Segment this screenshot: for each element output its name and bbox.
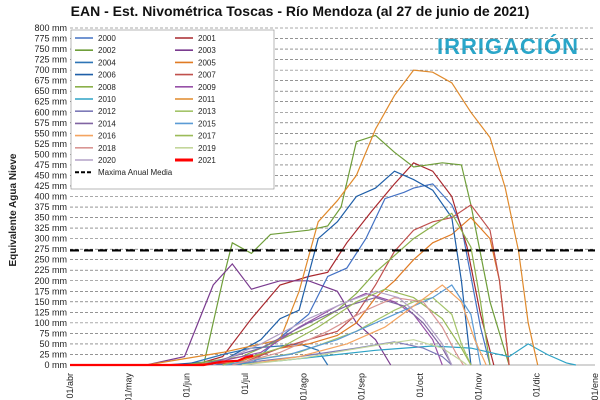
- legend-label: 2012: [98, 107, 116, 116]
- y-tick-label: 175 mm: [34, 286, 67, 296]
- legend-label: 2020: [98, 156, 116, 165]
- legend-label: 2007: [198, 71, 216, 80]
- y-tick-label: 200 mm: [34, 276, 67, 286]
- legend-label: 2006: [98, 71, 116, 80]
- series-line-2015: [222, 284, 482, 366]
- y-tick-label: 550 mm: [34, 128, 67, 138]
- legend: 2000 2001 2002 2003 2004 2005 2006 2007 2008 2009…: [70, 29, 275, 190]
- series-line-2002: [155, 134, 510, 366]
- series-line-2011: [146, 69, 539, 366]
- series-line-2003: [146, 262, 392, 366]
- y-tick-label: 400 mm: [34, 192, 67, 202]
- series-line-2004: [184, 343, 329, 366]
- y-tick-label: 475 mm: [34, 160, 67, 170]
- series-line-2014: [203, 296, 453, 366]
- legend-label: 2008: [98, 83, 116, 92]
- y-tick-label: 425 mm: [34, 181, 67, 191]
- x-tick-label: 01/nov: [473, 373, 483, 400]
- y-tick-label: 600 mm: [34, 107, 67, 117]
- legend-label: 2017: [198, 132, 216, 141]
- legend-label: Maxima Anual Media: [98, 168, 173, 177]
- x-tick-label: 01/jun: [182, 373, 192, 398]
- chart-title: EAN - Est. Nivométrica Toscas - Río Mend…: [71, 3, 530, 19]
- series-lines: [70, 69, 577, 367]
- y-tick-label: 700 mm: [34, 65, 67, 75]
- y-tick-label: 0 mm: [45, 360, 68, 370]
- series-line-2021: [70, 354, 254, 367]
- legend-label: 2016: [98, 132, 116, 141]
- series-line-2018: [232, 296, 464, 366]
- legend-label: 2002: [98, 46, 116, 55]
- x-tick-label: 01/ene: [590, 373, 600, 400]
- legend-label: 2010: [98, 95, 116, 104]
- series-line-2007: [174, 204, 510, 366]
- y-tick-label: 650 mm: [34, 86, 67, 96]
- y-tick-label: 275 mm: [34, 244, 67, 254]
- x-tick-label: 01/jul: [240, 373, 250, 395]
- y-tick-label: 625 mm: [34, 97, 67, 107]
- y-tick-label: 575 mm: [34, 118, 67, 128]
- series-line-2001: [108, 162, 495, 366]
- y-tick-label: 125 mm: [34, 307, 67, 317]
- y-tick-label: 325 mm: [34, 223, 67, 233]
- y-tick-label: 100 mm: [34, 318, 67, 328]
- series-line-2016: [241, 284, 487, 366]
- series-line-2005: [184, 216, 510, 366]
- y-tick-label: 75 mm: [39, 328, 67, 338]
- legend-label: 2015: [198, 119, 216, 128]
- x-axis-ticks: 01/abr 01/may 01/jun 01/jul 01/ago 01/sep 01/o…: [65, 373, 600, 400]
- legend-label: 2014: [98, 119, 116, 128]
- y-tick-label: 500 mm: [34, 149, 67, 159]
- x-tick-label: 01/oct: [415, 373, 425, 398]
- x-tick-label: 01/dic: [532, 373, 542, 398]
- y-tick-label: 375 mm: [34, 202, 67, 212]
- y-tick-label: 725 mm: [34, 55, 67, 65]
- legend-label: 2004: [98, 58, 116, 67]
- grid-lines: [70, 27, 595, 366]
- legend-label: 2013: [198, 107, 216, 116]
- y-tick-label: 800 mm: [34, 23, 67, 33]
- y-tick-label: 25 mm: [39, 349, 67, 359]
- y-tick-label: 675 mm: [34, 76, 67, 86]
- legend-label: 2009: [198, 83, 216, 92]
- legend-box: [70, 29, 275, 190]
- y-tick-label: 225 mm: [34, 265, 67, 275]
- series-line-2006: [165, 170, 472, 366]
- x-tick-label: 01/abr: [65, 373, 75, 399]
- legend-label: 2011: [198, 95, 216, 104]
- legend-label: 2021: [198, 156, 216, 165]
- y-tick-label: 250 mm: [34, 255, 67, 265]
- legend-label: 2018: [98, 144, 116, 153]
- series-line-2008: [184, 212, 491, 366]
- y-tick-label: 750 mm: [34, 44, 67, 54]
- legend-label: 2003: [198, 46, 216, 55]
- legend-label: 2000: [98, 34, 116, 43]
- series-line-2017: [222, 288, 472, 366]
- y-tick-label: 525 mm: [34, 139, 67, 149]
- y-tick-label: 150 mm: [34, 297, 67, 307]
- legend-label: 2001: [198, 34, 216, 43]
- legend-label: 2019: [198, 144, 216, 153]
- x-tick-label: 01/ago: [298, 373, 308, 400]
- irrigacion-logo: IRRIGACIÓN: [437, 34, 579, 59]
- series-line-2009: [203, 292, 443, 366]
- y-tick-label: 450 mm: [34, 170, 67, 180]
- legend-label: 2005: [198, 58, 216, 67]
- y-tick-label: 50 mm: [39, 339, 67, 349]
- y-tick-label: 300 mm: [34, 234, 67, 244]
- y-axis-label: Equivalente Agua Nieve: [8, 153, 19, 266]
- y-tick-label: 350 mm: [34, 213, 67, 223]
- y-tick-label: 775 mm: [34, 34, 67, 44]
- series-line-2019: [241, 339, 468, 366]
- series-line-2020: [212, 290, 453, 366]
- x-tick-label: 01/may: [123, 373, 133, 400]
- x-tick-label: 01/sep: [357, 373, 367, 400]
- series-line-2010: [222, 343, 577, 366]
